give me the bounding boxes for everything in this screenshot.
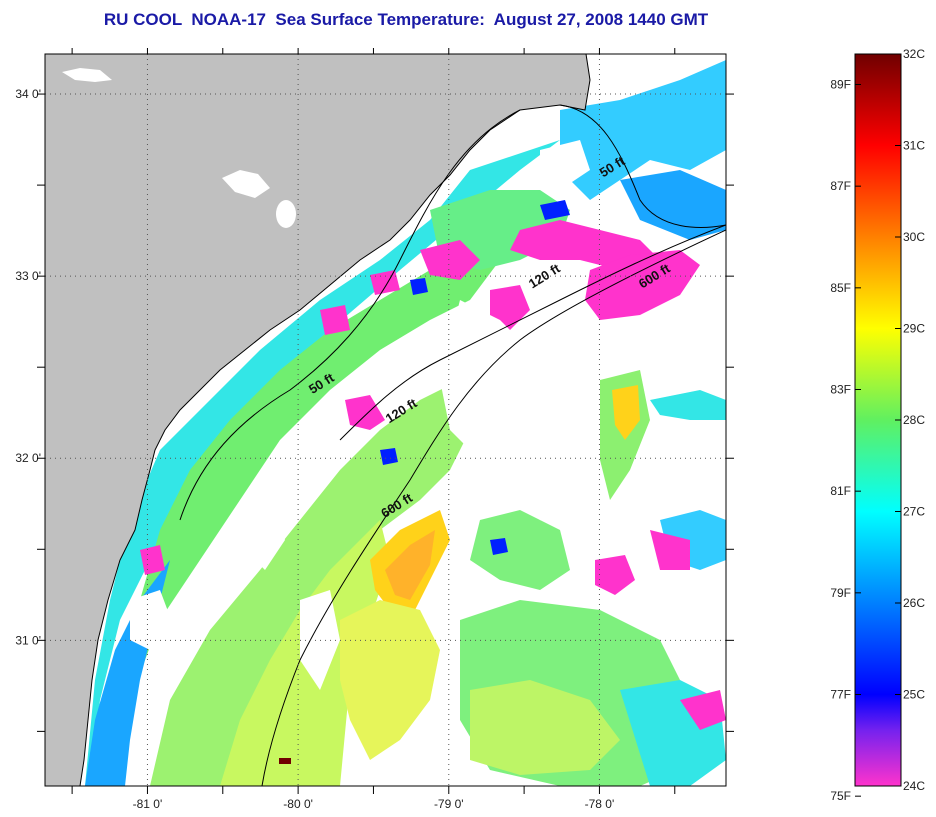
- x-tick-label: -81 0': [133, 797, 163, 811]
- colorbar-label-c: 30C: [903, 230, 925, 244]
- colorbar-label-c: 24C: [903, 779, 925, 793]
- colorbar-label-c: 31C: [903, 139, 925, 153]
- colorbar-label-f: 85F: [830, 281, 851, 295]
- colorbar-label-f: 75F: [830, 789, 851, 803]
- map-area: [45, 54, 726, 786]
- isobath-50ft-north: [559, 104, 726, 228]
- isobath-50ft-south: [179, 109, 521, 521]
- x-tick-label: -78 0': [585, 797, 615, 811]
- colorbar: 32C 31C 30C 29C 28C 27C 26C 25C 24C 89F 87F 85F 83F 8…: [830, 47, 925, 803]
- colorbar-label-c: 29C: [903, 322, 925, 336]
- x-tick-label: -80 0': [283, 797, 313, 811]
- y-tick-label: 31 0': [15, 633, 41, 647]
- isobath-120ft: [339, 224, 726, 441]
- x-tick-label: -79 0': [434, 797, 464, 811]
- map-axes: -81 0' -80 0' -79 0' -78 0' 34 0' 33 0' 32 0' 3…: [15, 48, 734, 811]
- land: [45, 54, 590, 786]
- colorbar-label-f: 87F: [830, 179, 851, 193]
- map-frame: [44, 53, 727, 787]
- y-tick-label: 33 0': [15, 269, 41, 283]
- coastline: [79, 54, 591, 786]
- colorbar-label-f: 77F: [830, 688, 851, 702]
- colorbar-label-c: 28C: [903, 413, 925, 427]
- colorbar-label-f: 79F: [830, 586, 851, 600]
- colorbar-label-c: 26C: [903, 596, 925, 610]
- colorbar-label-f: 81F: [830, 484, 851, 498]
- y-tick-label: 34 0': [15, 87, 41, 101]
- isobath-600ft: [261, 229, 726, 786]
- colorbar-label-c: 25C: [903, 688, 925, 702]
- map-title: RU COOL NOAA-17 Sea Surface Temperature:…: [103, 10, 709, 29]
- y-tick-label: 32 0': [15, 451, 41, 465]
- sst-field: [85, 60, 726, 786]
- colorbar-gradient: [854, 53, 902, 787]
- graticule: [45, 54, 726, 786]
- colorbar-label-f: 89F: [830, 78, 851, 92]
- colorbar-label-c: 32C: [903, 47, 925, 61]
- colorbar-label-c: 27C: [903, 505, 925, 519]
- colorbar-label-f: 83F: [830, 383, 851, 397]
